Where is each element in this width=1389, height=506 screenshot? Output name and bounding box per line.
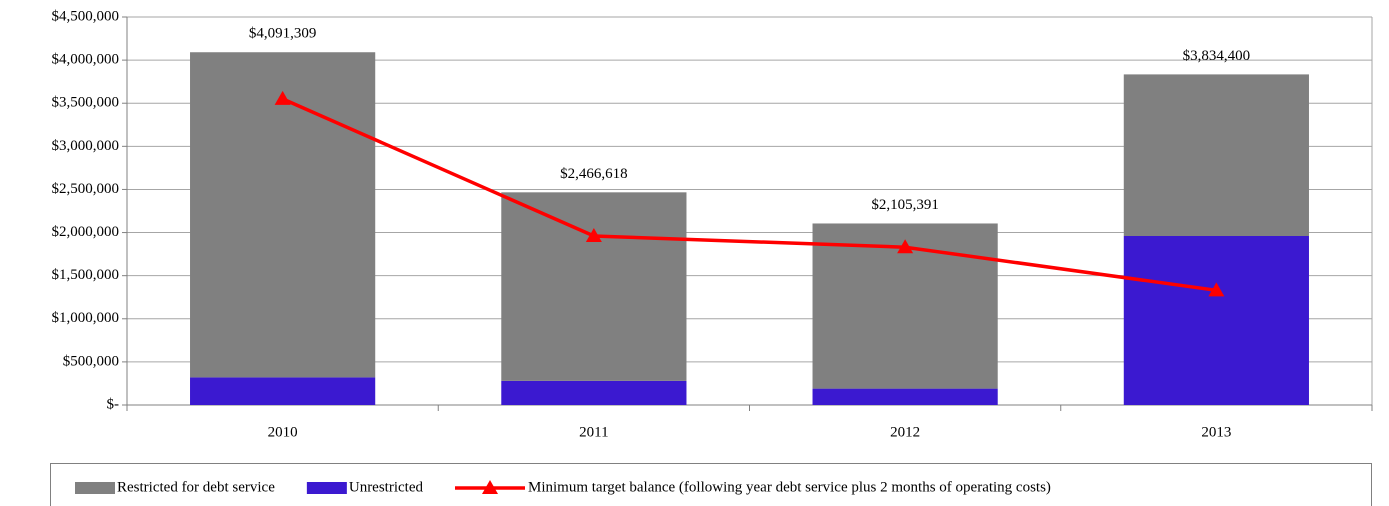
y-tick-label: $2,000,000 — [52, 224, 120, 240]
line-marker — [897, 239, 914, 254]
bar-segment — [190, 377, 376, 405]
y-tick-label: $1,000,000 — [52, 310, 120, 326]
bar-segment — [1123, 236, 1309, 405]
legend-marker — [482, 480, 498, 494]
bar-segment — [501, 192, 687, 381]
legend-label: Minimum target balance (following year d… — [528, 479, 1051, 495]
y-tick-label: $3,500,000 — [52, 95, 120, 111]
total-label: $3,834,400 — [1183, 48, 1251, 64]
y-tick-label: $2,500,000 — [52, 181, 120, 197]
bar-segment — [190, 52, 376, 378]
legend-box — [50, 463, 1372, 506]
legend-label: Restricted for debt service — [117, 479, 275, 495]
y-tick-label: $4,000,000 — [52, 52, 120, 68]
legend-swatch — [306, 482, 347, 494]
line-marker — [1208, 282, 1225, 297]
x-tick-label: 2011 — [579, 424, 608, 440]
y-tick-label: $1,500,000 — [52, 267, 120, 283]
bar-segment — [501, 380, 687, 405]
y-tick-label: $4,500,000 — [52, 8, 120, 24]
y-tick-label: $500,000 — [63, 353, 119, 369]
legend-label: Unrestricted — [349, 479, 424, 495]
legend-swatch — [75, 482, 115, 494]
x-tick-label: 2012 — [890, 424, 920, 440]
line-series — [281, 97, 1217, 293]
total-label: $4,091,309 — [249, 26, 317, 42]
line-marker — [274, 90, 291, 105]
x-tick-label: 2013 — [1201, 424, 1231, 440]
total-label: $2,466,618 — [560, 166, 628, 182]
y-tick-label: $3,000,000 — [52, 138, 120, 154]
bar-segment — [812, 388, 998, 405]
line-marker — [585, 228, 602, 243]
bar-segment — [1123, 74, 1309, 237]
x-tick-label: 2010 — [268, 424, 298, 440]
total-label: $2,105,391 — [871, 197, 939, 213]
y-tick-label: $- — [107, 396, 120, 412]
